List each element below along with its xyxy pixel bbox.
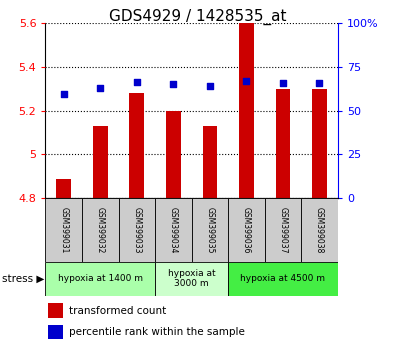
Bar	[82, 198, 118, 262]
Bar	[48, 303, 63, 318]
Bar	[228, 198, 265, 262]
Bar	[155, 262, 228, 296]
Point	[316, 80, 323, 86]
Bar	[301, 198, 338, 262]
Bar	[130, 93, 144, 198]
Point	[60, 91, 67, 97]
Bar	[203, 126, 217, 198]
Text: GDS4929 / 1428535_at: GDS4929 / 1428535_at	[109, 9, 286, 25]
Bar	[45, 198, 82, 262]
Bar	[93, 126, 107, 198]
Bar	[48, 325, 63, 339]
Text: hypoxia at 1400 m: hypoxia at 1400 m	[58, 274, 143, 283]
Text: GSM399034: GSM399034	[169, 207, 178, 253]
Bar	[276, 89, 290, 198]
Text: stress ▶: stress ▶	[2, 274, 44, 284]
Bar	[155, 198, 192, 262]
Text: hypoxia at
3000 m: hypoxia at 3000 m	[168, 269, 215, 289]
Bar	[118, 198, 155, 262]
Text: GSM399037: GSM399037	[278, 207, 288, 253]
Bar	[45, 262, 155, 296]
Point	[134, 79, 140, 85]
Bar	[312, 89, 327, 198]
Bar	[166, 111, 181, 198]
Text: GSM399032: GSM399032	[96, 207, 105, 253]
Point	[280, 80, 286, 86]
Point	[207, 83, 213, 89]
Bar	[228, 262, 338, 296]
Text: GSM399036: GSM399036	[242, 207, 251, 253]
Text: transformed count: transformed count	[69, 306, 166, 316]
Text: GSM399038: GSM399038	[315, 207, 324, 253]
Bar	[192, 198, 228, 262]
Text: hypoxia at 4500 m: hypoxia at 4500 m	[241, 274, 325, 283]
Text: GSM399033: GSM399033	[132, 207, 141, 253]
Point	[243, 78, 250, 84]
Point	[170, 81, 177, 87]
Bar	[265, 198, 301, 262]
Bar	[239, 23, 254, 198]
Bar	[56, 178, 71, 198]
Text: GSM399031: GSM399031	[59, 207, 68, 253]
Text: GSM399035: GSM399035	[205, 207, 214, 253]
Point	[97, 85, 103, 91]
Text: percentile rank within the sample: percentile rank within the sample	[69, 327, 245, 337]
